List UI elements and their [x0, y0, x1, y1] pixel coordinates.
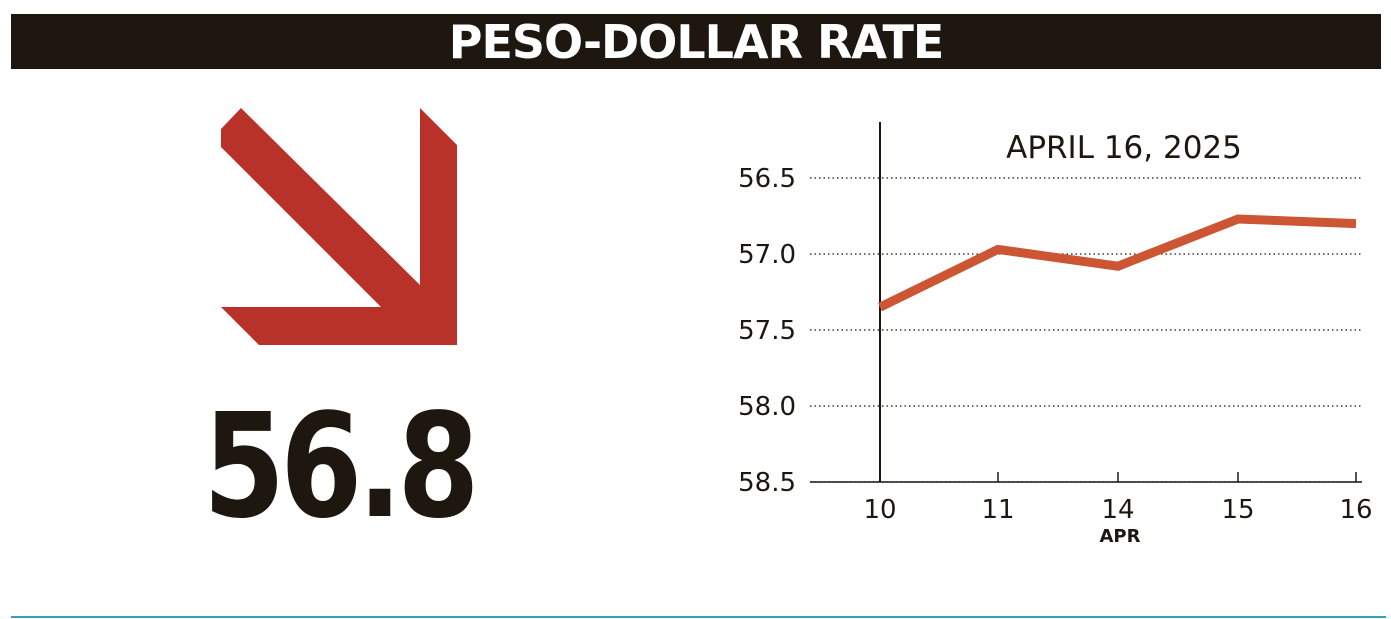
y-tick-label-layer: 56.5 57.0 57.5 58.0 58.5: [738, 164, 796, 498]
y-tick-label: 58.5: [738, 468, 796, 498]
line-chart: 56.5 57.0 57.5 58.0 58.5 10 11 14 15 16 APRIL 16…: [738, 122, 1373, 547]
x-tick-label: 14: [1101, 495, 1134, 525]
x-axis-caption: APR: [1100, 526, 1141, 547]
x-tick-label: 10: [863, 495, 896, 525]
x-tick-layer: [997, 472, 1357, 482]
footer-rule: [11, 616, 1386, 618]
x-tick-label: 15: [1221, 495, 1254, 525]
x-tick-label: 11: [981, 495, 1014, 525]
header-bar: PESO-DOLLAR RATE: [11, 14, 1381, 69]
y-tick-label: 56.5: [738, 164, 796, 194]
page-title: PESO-DOLLAR RATE: [448, 14, 945, 69]
y-tick-label: 58.0: [738, 392, 796, 422]
y-tick-label: 57.0: [738, 240, 796, 270]
chart-title: APRIL 16, 2025: [1006, 130, 1242, 166]
y-tick-label: 57.5: [738, 316, 796, 346]
x-tick-label-layer: 10 11 14 15 16: [863, 495, 1372, 525]
arrow-down-right-shape: [221, 108, 457, 345]
series-line: [878, 214, 1357, 312]
arrow-down-right-icon: [221, 108, 457, 345]
x-tick-label: 16: [1339, 495, 1372, 525]
headline-rate-value: 56.8: [203, 382, 480, 550]
